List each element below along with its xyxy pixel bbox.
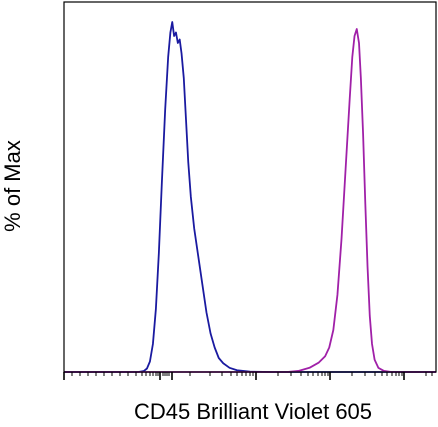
plot-frame	[63, 1, 437, 373]
x-axis-ticks	[63, 372, 433, 380]
y-axis-title: % of Max	[0, 140, 25, 232]
histogram-series-2	[64, 28, 436, 373]
histogram-series-1	[64, 21, 436, 373]
series-layer	[64, 21, 436, 373]
x-axis-title: CD45 Brilliant Violet 605	[134, 399, 372, 424]
